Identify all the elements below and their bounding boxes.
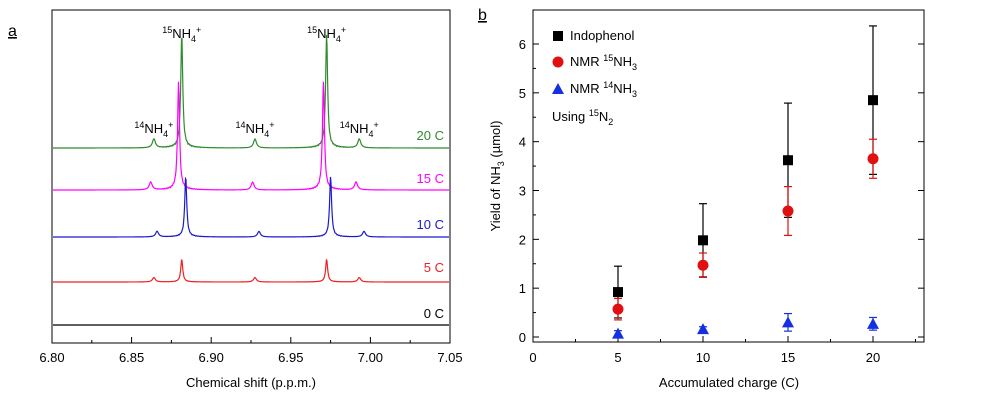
- data-point: [782, 316, 794, 328]
- legend-label: Indophenol: [570, 28, 634, 43]
- legend-label-pre: NMR: [570, 54, 603, 69]
- peak-label-charge: +: [168, 120, 173, 130]
- data-point: [868, 95, 878, 106]
- x-tick-label: 0: [529, 350, 536, 365]
- peak-label-sub: 4: [369, 129, 374, 139]
- y-tick-label: 0: [519, 330, 526, 345]
- legend-label-pre: NMR: [570, 81, 603, 96]
- spectrum-label: 5 C: [424, 260, 444, 275]
- peak-label-text: NH: [172, 26, 191, 41]
- peak-label-sub: 4: [191, 34, 196, 44]
- peak-label-sub: 4: [163, 129, 168, 139]
- x-tick-label: 7.05: [437, 350, 462, 365]
- legend-marker: [552, 56, 564, 68]
- x-tick-label: 6.80: [39, 350, 64, 365]
- legend-label-text: NH: [613, 54, 632, 69]
- spectrum-label: 10 C: [417, 217, 444, 232]
- legend-note-pre: Using: [552, 109, 589, 124]
- legend-label-sub: 3: [632, 62, 637, 72]
- legend-label-sub: 3: [632, 89, 637, 99]
- panel-b-xlabel: Accumulated charge (C): [659, 375, 799, 390]
- peak-label: 15NH4+: [162, 25, 201, 44]
- peak-label-text: NH: [350, 121, 369, 136]
- data-point: [782, 205, 794, 217]
- legend-label: NMR 14NH3: [570, 80, 637, 99]
- data-point: [612, 327, 624, 339]
- nmr-spectra-panel: 20 C 15 C 10 C 5 C 0 C 6.80 6.85 6.90 6.95 7.00 7…: [39, 9, 463, 390]
- peak-label-isotope: 14: [134, 120, 144, 130]
- data-point: [867, 153, 879, 165]
- panel-b-ylabel-sub: 3: [496, 161, 506, 166]
- legend-label-text: NH: [613, 81, 632, 96]
- y-tick-label: 5: [519, 86, 526, 101]
- y-tick-label: 1: [519, 281, 526, 296]
- peak-label-charge: +: [269, 120, 274, 130]
- legend-label-isotope: 14: [603, 80, 613, 90]
- peak-label-text: NH: [245, 121, 264, 136]
- panel-b-letter: b: [478, 7, 487, 24]
- legend-label: NMR 15NH3: [570, 53, 637, 72]
- y-tick-label: 2: [519, 232, 526, 247]
- x-tick-label: 5: [614, 350, 621, 365]
- peak-label: 14NH4+: [134, 120, 173, 139]
- peak-label: 14NH4+: [235, 120, 274, 139]
- spectrum-label: 15 C: [417, 171, 444, 186]
- spectrum-trace: [53, 176, 449, 238]
- peak-label-isotope: 14: [340, 120, 350, 130]
- legend-marker: [553, 31, 563, 41]
- peak-label-charge: +: [341, 25, 346, 35]
- panel-b-frame: [532, 9, 925, 343]
- x-tick-label: 6.90: [199, 350, 224, 365]
- peak-label-isotope: 15: [307, 25, 317, 35]
- x-tick-label: 7.00: [358, 350, 383, 365]
- spectrum-trace: [53, 81, 449, 191]
- y-tick-label: 3: [519, 184, 526, 199]
- peak-label-charge: +: [374, 120, 379, 130]
- legend-label-pre: Indophenol: [570, 28, 634, 43]
- legend-note: Using 15N2: [552, 108, 613, 127]
- panel-b-ylabel-pre: Yield of NH: [488, 166, 503, 231]
- peak-label-text: NH: [144, 121, 163, 136]
- panel-a-letter: a: [8, 23, 17, 40]
- peak-label: 15NH4+: [307, 25, 346, 44]
- x-tick-label: 6.85: [119, 350, 144, 365]
- legend-note-isotope: 15: [589, 108, 599, 118]
- legend-note-sub: 2: [608, 117, 613, 127]
- spectrum-trace: [53, 34, 449, 149]
- data-point: [783, 155, 793, 166]
- data-point: [698, 235, 708, 246]
- panel-a-frame: [51, 9, 451, 344]
- x-tick-label: 6.95: [278, 350, 303, 365]
- peak-label-charge: +: [196, 25, 201, 35]
- data-point: [697, 259, 709, 271]
- peak-label-isotope: 15: [162, 25, 172, 35]
- legend-marker: [552, 83, 564, 94]
- x-tick-label: 20: [866, 350, 880, 365]
- data-point: [613, 287, 623, 298]
- peak-label-sub: 4: [264, 129, 269, 139]
- data-point: [612, 303, 624, 315]
- data-point: [697, 323, 709, 335]
- x-tick-label: 15: [781, 350, 795, 365]
- legend-label-isotope: 15: [603, 53, 613, 63]
- legend-note-text: N: [599, 109, 608, 124]
- peak-label-isotope: 14: [235, 120, 245, 130]
- panel-b-ylabel-post: (µmol): [488, 120, 503, 161]
- peak-label-text: NH: [317, 26, 336, 41]
- y-tick-label: 6: [519, 37, 526, 52]
- peak-label: 14NH4+: [340, 120, 379, 139]
- panel-b-ylabel: Yield of NH3 (µmol): [488, 120, 506, 231]
- y-tick-label: 4: [519, 135, 526, 150]
- spectrum-trace: [53, 259, 449, 283]
- data-point: [867, 317, 879, 329]
- x-tick-label: 10: [696, 350, 710, 365]
- peak-label-sub: 4: [336, 34, 341, 44]
- spectrum-label: 0 C: [424, 306, 444, 321]
- panel-a-xlabel: Chemical shift (p.p.m.): [186, 375, 316, 390]
- spectrum-label: 20 C: [417, 128, 444, 143]
